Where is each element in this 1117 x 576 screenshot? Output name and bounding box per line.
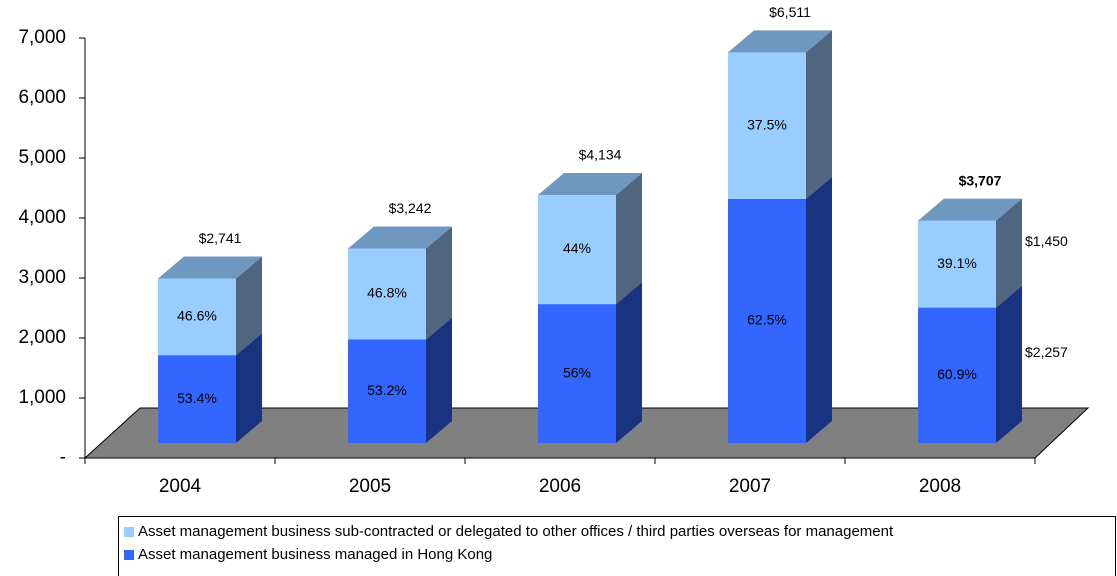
- share-label: 37.5%: [747, 116, 787, 132]
- bar: [538, 194, 616, 305]
- bar-side: [616, 282, 642, 443]
- legend-swatch: [124, 527, 134, 537]
- bar: [918, 220, 996, 308]
- y-tick-label: 5,000: [18, 147, 66, 168]
- bar: [728, 52, 806, 199]
- bar-top: [348, 226, 452, 249]
- y-tick-label: 7,000: [18, 27, 66, 48]
- bar: [918, 307, 996, 443]
- bar-top: [728, 30, 832, 53]
- x-tick-label: 2007: [729, 476, 771, 497]
- bar: [158, 355, 236, 443]
- y-tick-label: -: [60, 447, 66, 468]
- x-tick-label: 2008: [919, 476, 961, 497]
- value-label: $2,257: [1025, 344, 1068, 360]
- bar-side: [426, 317, 452, 443]
- share-label: 46.6%: [177, 308, 217, 324]
- bar-side: [616, 172, 642, 305]
- legend-box: [118, 516, 1116, 576]
- bar: [158, 278, 236, 356]
- x-tick-label: 2005: [349, 476, 391, 497]
- y-tick-label: 3,000: [18, 267, 66, 288]
- bar-side: [236, 256, 262, 356]
- bar: [348, 248, 426, 340]
- share-label: 44%: [563, 240, 591, 256]
- bar-side: [806, 176, 832, 444]
- y-tick-label: 6,000: [18, 87, 66, 108]
- share-label: 53.4%: [177, 390, 217, 406]
- share-label: 56%: [563, 364, 591, 380]
- total-label: $3,707: [959, 172, 1002, 188]
- x-tick-label: 2004: [159, 476, 202, 497]
- bar-side: [996, 285, 1022, 443]
- share-label: 46.8%: [367, 285, 407, 301]
- x-tick-label: 2006: [539, 476, 581, 497]
- legend-label: Asset management business managed in Hon…: [138, 546, 492, 563]
- total-label: $3,242: [389, 200, 432, 216]
- share-label: 60.9%: [937, 366, 977, 382]
- share-label: 53.2%: [367, 382, 407, 398]
- bar-top: [158, 256, 262, 279]
- bar: [348, 339, 426, 443]
- legend-label: Asset management business sub-contracted…: [138, 523, 894, 540]
- y-tick-label: 1,000: [18, 387, 66, 408]
- share-label: 39.1%: [937, 255, 977, 271]
- share-label: 62.5%: [747, 312, 787, 328]
- bar-side: [806, 30, 832, 199]
- value-label: $1,450: [1025, 233, 1068, 249]
- bar-top: [538, 172, 642, 195]
- total-label: $6,511: [769, 4, 811, 20]
- bar-side: [236, 333, 262, 443]
- y-tick-label: 4,000: [18, 207, 66, 228]
- y-tick-label: 2,000: [18, 327, 66, 348]
- bar: [728, 198, 806, 443]
- total-label: $4,134: [579, 147, 622, 163]
- bar-top: [918, 198, 1022, 221]
- bar-side: [426, 226, 452, 340]
- bar-side: [996, 198, 1022, 308]
- bar: [538, 304, 616, 443]
- total-label: $2,741: [199, 230, 242, 246]
- legend-swatch: [124, 550, 134, 560]
